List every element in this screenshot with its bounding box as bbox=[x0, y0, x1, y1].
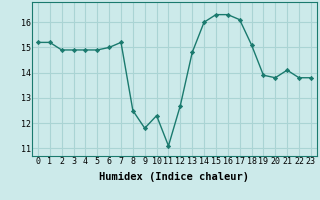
X-axis label: Humidex (Indice chaleur): Humidex (Indice chaleur) bbox=[100, 172, 249, 182]
